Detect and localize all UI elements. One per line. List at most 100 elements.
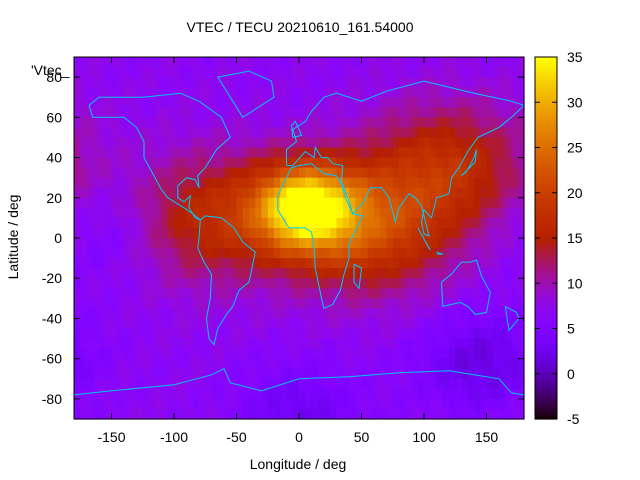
- y-axis-label: Latitude / deg: [5, 195, 21, 280]
- heatmap-cell: [511, 137, 519, 149]
- heatmap-cell: [111, 328, 119, 340]
- heatmap-cell: [361, 197, 369, 209]
- heatmap-cell: [236, 187, 244, 199]
- heatmap-cell: [167, 298, 175, 309]
- heatmap-cell: [186, 217, 194, 229]
- heatmap-cell: [211, 288, 219, 299]
- heatmap-cell: [86, 187, 94, 199]
- heatmap-cell: [305, 157, 313, 169]
- heatmap-cell: [324, 77, 331, 88]
- heatmap-cell: [249, 238, 256, 249]
- heatmap-cell: [317, 268, 325, 279]
- heatmap-cell: [305, 217, 313, 229]
- heatmap-cell: [86, 87, 94, 98]
- heatmap-cell: [486, 278, 494, 289]
- heatmap-cell: [424, 107, 431, 118]
- heatmap-cell: [286, 117, 294, 128]
- heatmap-cell: [505, 298, 513, 309]
- heatmap-cell: [399, 358, 406, 370]
- heatmap-cell: [286, 288, 294, 299]
- heatmap-cell: [430, 268, 438, 279]
- heatmap-cell: [255, 57, 263, 68]
- heatmap-cell: [105, 87, 113, 98]
- colorbar-segment: [535, 361, 557, 366]
- heatmap-cell: [467, 207, 475, 219]
- heatmap-cell: [155, 197, 163, 209]
- heatmap-cell: [242, 258, 250, 269]
- heatmap-cell: [436, 308, 444, 320]
- heatmap-cell: [311, 408, 319, 420]
- heatmap-cell: [499, 227, 506, 239]
- heatmap-cell: [80, 328, 88, 340]
- heatmap-cell: [136, 348, 144, 360]
- heatmap-cell: [499, 268, 506, 279]
- heatmap-cell: [267, 107, 275, 118]
- heatmap-cell: [499, 217, 506, 229]
- heatmap-cell: [349, 137, 356, 149]
- heatmap-cell: [430, 238, 438, 249]
- heatmap-cell: [161, 57, 169, 68]
- heatmap-cell: [192, 177, 200, 189]
- heatmap-cell: [386, 398, 394, 410]
- heatmap-cell: [236, 127, 244, 139]
- heatmap-cell: [249, 217, 256, 229]
- heatmap-cell: [174, 308, 181, 320]
- heatmap-cell: [211, 398, 219, 410]
- colorbar-segment: [535, 265, 557, 269]
- heatmap-cell: [130, 368, 138, 380]
- heatmap-cell: [242, 177, 250, 189]
- heatmap-cell: [255, 157, 263, 169]
- heatmap-cell: [211, 258, 219, 269]
- heatmap-cell: [86, 288, 94, 299]
- heatmap-cell: [161, 117, 169, 128]
- heatmap-cell: [392, 67, 400, 78]
- heatmap-cell: [149, 57, 156, 68]
- heatmap-cell: [511, 77, 519, 88]
- heatmap-cell: [442, 197, 450, 209]
- heatmap-cell: [192, 308, 200, 320]
- heatmap-cell: [467, 338, 475, 350]
- heatmap-cell: [174, 227, 181, 239]
- heatmap-cell: [399, 288, 406, 299]
- heatmap-cell: [230, 197, 238, 209]
- heatmap-cell: [155, 137, 163, 149]
- heatmap-cell: [342, 97, 350, 108]
- heatmap-cell: [305, 67, 313, 78]
- heatmap-cell: [280, 308, 288, 320]
- heatmap-cell: [149, 288, 156, 299]
- heatmap-cell: [142, 378, 150, 390]
- heatmap-cell: [192, 238, 200, 249]
- heatmap-cell: [274, 127, 281, 139]
- heatmap-cell: [99, 187, 106, 199]
- heatmap-cell: [374, 388, 381, 400]
- heatmap-cell: [461, 137, 469, 149]
- heatmap-cell: [105, 107, 113, 118]
- heatmap-cell: [480, 318, 488, 330]
- heatmap-cell: [211, 97, 219, 108]
- heatmap-cell: [192, 388, 200, 400]
- heatmap-cell: [430, 77, 438, 88]
- heatmap-cell: [99, 378, 106, 390]
- heatmap-cell: [336, 67, 344, 78]
- heatmap-cell: [355, 278, 363, 289]
- y-tick-label: -20: [42, 270, 62, 286]
- heatmap-cell: [267, 77, 275, 88]
- heatmap-cell: [92, 308, 100, 320]
- heatmap-cell: [486, 308, 494, 320]
- heatmap-cell: [124, 288, 131, 299]
- heatmap-cell: [186, 127, 194, 139]
- heatmap-cell: [511, 177, 519, 189]
- heatmap-cell: [255, 348, 263, 360]
- heatmap-cell: [442, 398, 450, 410]
- heatmap-cell: [86, 318, 94, 330]
- heatmap-cell: [174, 117, 181, 128]
- heatmap-cell: [461, 388, 469, 400]
- colorbar-segment: [535, 286, 557, 290]
- heatmap-cell: [86, 408, 94, 420]
- heatmap-cell: [274, 258, 281, 269]
- heatmap-cell: [217, 238, 225, 249]
- heatmap-cell: [386, 278, 394, 289]
- colorbar-segment: [535, 349, 557, 354]
- heatmap-cell: [86, 207, 94, 219]
- heatmap-cell: [486, 248, 494, 259]
